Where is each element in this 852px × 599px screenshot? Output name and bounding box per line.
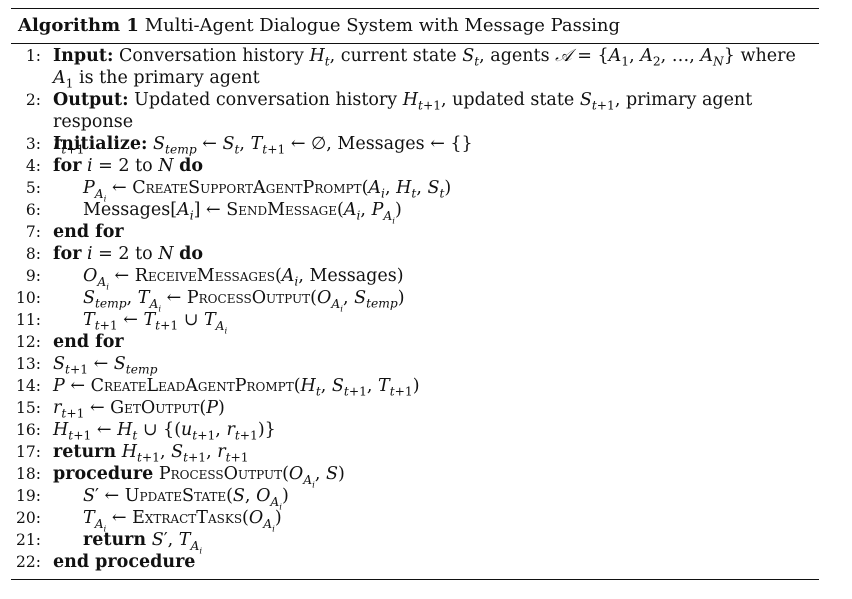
line-number: 12:: [16, 333, 41, 351]
line-text: = 2 to: [92, 156, 159, 176]
algorithm-title: Multi-Agent Dialogue System with Message…: [144, 15, 620, 36]
algo-line-13: 13: St+1 ← Stemp: [11, 353, 819, 376]
keyword-return: return: [83, 530, 147, 550]
line-number: 11:: [16, 311, 41, 329]
line-number: 19:: [16, 487, 41, 505]
function-name: GetOutput: [110, 398, 200, 418]
keyword-do: do: [179, 156, 204, 176]
algo-line-17: 17: return Ht+1, St+1, rt+1: [11, 441, 819, 464]
header-rule: [11, 43, 819, 44]
algo-line-14: 14: P ← CreateLeadAgentPrompt(Ht, St+1, …: [11, 375, 819, 398]
line-number: 13:: [16, 355, 41, 373]
line-number: 2:: [25, 91, 41, 109]
algo-line-11: 11: Tt+1 ← Tt+1 ∪ TAi: [11, 309, 819, 335]
algo-line-2: 2: Output: Updated conversation history …: [11, 89, 819, 156]
keyword-output: Output:: [53, 90, 129, 110]
algo-line-3: 3: Initialize: Stemp ← St, Tt+1 ← ∅, Mes…: [11, 133, 819, 156]
top-rule: [11, 8, 819, 9]
line-text: , primary agent response: [53, 90, 753, 132]
line-text: where: [734, 46, 796, 66]
line-number: 10:: [16, 289, 41, 307]
algorithm-block: Algorithm 1 Multi-Agent Dialogue System …: [11, 8, 819, 580]
line-number: 16:: [16, 421, 41, 439]
algo-line-10: 10: Stemp, TAi ← ProcessOutput(OAi, Stem…: [11, 287, 819, 313]
line-number: 6:: [25, 201, 41, 219]
line-number: 22:: [16, 553, 41, 571]
function-name: ProcessOutput: [158, 464, 283, 484]
keyword-initialize: Initialize:: [53, 134, 148, 154]
line-number: 9:: [25, 267, 41, 285]
line-text: , agents: [479, 46, 556, 66]
algo-line-15: 15: rt+1 ← GetOutput(P): [11, 397, 819, 420]
algo-line-18: 18: procedure ProcessOutput(OAi, S): [11, 463, 819, 489]
function-name: UpdateState: [124, 486, 227, 506]
line-text: = 2 to: [92, 244, 159, 264]
line-text: , current state: [329, 46, 463, 66]
line-number: 1:: [25, 47, 41, 65]
keyword-end-procedure: end procedure: [53, 552, 196, 572]
keyword-procedure: procedure: [53, 464, 154, 484]
keyword-input: Input:: [53, 46, 114, 66]
line-number: 8:: [25, 245, 41, 263]
keyword-for: for: [53, 156, 82, 176]
line-number: 14:: [16, 377, 41, 395]
function-name: SendMessage: [226, 200, 338, 220]
algorithm-header: Algorithm 1 Multi-Agent Dialogue System …: [11, 9, 819, 43]
keyword-do: do: [179, 244, 204, 264]
line-text: Messages): [309, 266, 404, 286]
keyword-end-for: end for: [53, 222, 124, 242]
algo-line-1: 1: Input: Conversation history Ht, curre…: [11, 45, 819, 90]
algo-line-6: 6: Messages[Ai] ← SendMessage(Ai, PAi): [11, 199, 819, 225]
line-number: 3:: [25, 135, 41, 153]
function-name: ExtractTasks: [132, 508, 243, 528]
function-name: CreateSupportAgentPrompt: [132, 178, 362, 198]
line-number: 20:: [16, 509, 41, 527]
line-number: 18:: [16, 465, 41, 483]
algo-line-12: 12: end for: [11, 331, 819, 353]
line-number: 15:: [16, 399, 41, 417]
algo-line-20: 20: TAi ← ExtractTasks(OAi): [11, 507, 819, 533]
bottom-rule: [11, 579, 819, 580]
line-text: , Messages ← {}: [326, 134, 473, 154]
algo-line-8: 8: for i = 2 to N do: [11, 243, 819, 265]
line-number: 4:: [25, 157, 41, 175]
algorithm-lines: 1: Input: Conversation history Ht, curre…: [11, 44, 819, 573]
keyword-return: return: [53, 442, 117, 462]
line-text: Conversation history: [119, 46, 310, 66]
line-text: Updated conversation history: [134, 90, 403, 110]
line-number: 21:: [16, 531, 41, 549]
algo-line-7: 7: end for: [11, 221, 819, 243]
line-text: Messages[: [83, 200, 178, 220]
algo-line-5: 5: PAi ← CreateSupportAgentPrompt(Ai, Ht…: [11, 177, 819, 203]
algo-line-19: 19: S′ ← UpdateState(S, OAi): [11, 485, 819, 511]
algo-line-9: 9: OAi ← ReceiveMessages(Ai, Messages): [11, 265, 819, 291]
keyword-end-for: end for: [53, 332, 124, 352]
keyword-for: for: [53, 244, 82, 264]
function-name: ReceiveMessages: [134, 266, 275, 286]
algo-line-22: 22: end procedure: [11, 551, 819, 573]
algo-line-4: 4: for i = 2 to N do: [11, 155, 819, 177]
algo-line-21: 21: return S′, TAi: [11, 529, 819, 555]
line-number: 7:: [25, 223, 41, 241]
line-number: 17:: [16, 443, 41, 461]
function-name: CreateLeadAgentPrompt: [90, 376, 294, 396]
line-text: is the primary agent: [73, 68, 260, 88]
line-number: 5:: [25, 179, 41, 197]
algorithm-label: Algorithm 1: [18, 15, 139, 36]
function-name: ProcessOutput: [186, 288, 311, 308]
algo-line-16: 16: Ht+1 ← Ht ∪ {(ut+1, rt+1)}: [11, 419, 819, 442]
line-text: , updated state: [441, 90, 580, 110]
